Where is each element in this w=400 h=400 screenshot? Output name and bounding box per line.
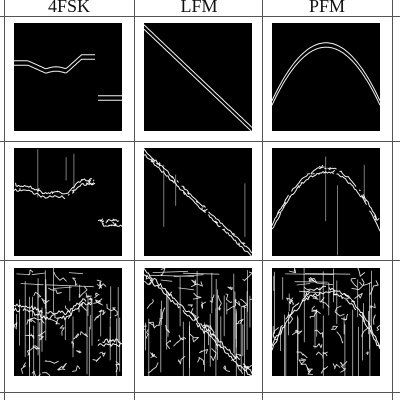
panel-lfm-clean [144,23,252,131]
column-header-lfm: LFM [180,0,218,16]
table-rule-vertical [262,0,263,400]
time-frequency-image [272,156,380,256]
time-frequency-image [14,149,122,227]
column-header-pfm: PFM [308,0,346,16]
panel-4fsk-clean [14,23,122,131]
panel-pfm-heavy [272,268,380,376]
time-frequency-image [144,148,252,256]
panel-4fsk-heavy [14,268,122,376]
panel-4fsk-light [14,148,122,256]
time-frequency-image [272,268,380,376]
table-rule-vertical [392,0,393,400]
table-rule-horizontal [0,260,400,261]
panel-lfm-heavy [144,268,252,376]
column-header-4fsk: 4FSK [47,0,91,16]
time-frequency-image [14,268,122,376]
time-frequency-image [144,268,252,376]
table-rule-horizontal [0,16,400,17]
panel-lfm-light [144,148,252,256]
table-rule-vertical [4,0,5,400]
table-rule-vertical [134,0,135,400]
time-frequency-image [144,24,252,131]
table-rule-horizontal [0,141,400,142]
time-frequency-image [14,54,122,101]
time-frequency-image [272,42,380,106]
table-rule-horizontal [0,392,400,393]
panel-pfm-light [272,148,380,256]
panel-pfm-clean [272,23,380,131]
